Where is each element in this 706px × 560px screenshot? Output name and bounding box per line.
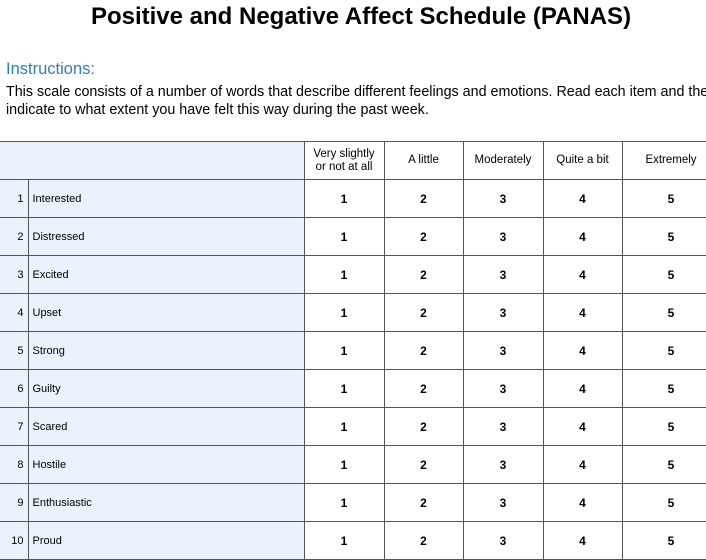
item-number: 8: [0, 445, 28, 484]
rating-option[interactable]: 5: [621, 407, 706, 446]
column-header-label: A little: [408, 154, 439, 166]
table-body: 1 Interested 1 2 3 4 5 2 Distressed 1 2 3 4 5 3 Excited…: [0, 179, 706, 560]
rating-option[interactable]: 3: [462, 483, 544, 522]
rating-option[interactable]: 3: [462, 255, 544, 294]
column-header-extremely: Extremely: [621, 141, 706, 180]
item-number: 2: [0, 217, 28, 256]
rating-option[interactable]: 2: [383, 407, 464, 446]
table-row: 4 Upset 1 2 3 4 5: [0, 293, 706, 332]
column-header-label: Moderately: [474, 154, 532, 166]
rating-option[interactable]: 3: [462, 293, 544, 332]
column-header-label: Quite a bit: [556, 154, 609, 166]
item-label: Guilty: [27, 369, 305, 408]
item-label: Proud: [27, 521, 305, 560]
rating-option[interactable]: 2: [383, 369, 464, 408]
rating-option[interactable]: 1: [303, 483, 385, 522]
rating-option[interactable]: 1: [303, 331, 385, 370]
item-number: 10: [0, 521, 28, 560]
table-row: 5 Strong 1 2 3 4 5: [0, 331, 706, 370]
table-row: 3 Excited 1 2 3 4 5: [0, 255, 706, 294]
header-item-cell: [28, 141, 305, 180]
rating-option[interactable]: 1: [303, 521, 385, 560]
rating-option[interactable]: 3: [462, 179, 544, 218]
item-label: Interested: [27, 179, 305, 218]
item-label: Upset: [27, 293, 305, 332]
table-row: 7 Scared 1 2 3 4 5: [0, 407, 706, 446]
item-number: 5: [0, 331, 28, 370]
instructions-heading: Instructions:: [6, 60, 95, 78]
item-label: Hostile: [27, 445, 305, 484]
column-header-a-little: A little: [383, 141, 464, 180]
rating-option[interactable]: 1: [303, 293, 385, 332]
rating-option[interactable]: 5: [621, 483, 706, 522]
rating-option[interactable]: 2: [383, 293, 464, 332]
rating-option[interactable]: 4: [542, 369, 623, 408]
item-number: 7: [0, 407, 28, 446]
item-label: Enthusiastic: [27, 483, 305, 522]
table-row: 8 Hostile 1 2 3 4 5: [0, 445, 706, 484]
column-header-moderately: Moderately: [462, 141, 544, 180]
rating-option[interactable]: 2: [383, 445, 464, 484]
rating-option[interactable]: 3: [462, 217, 544, 256]
rating-option[interactable]: 1: [303, 217, 385, 256]
rating-option[interactable]: 4: [542, 407, 623, 446]
column-header-line2: or not at all: [315, 160, 373, 173]
column-header-line1: Very slightly: [313, 147, 375, 160]
rating-option[interactable]: 2: [383, 331, 464, 370]
item-number: 3: [0, 255, 28, 294]
item-label: Excited: [27, 255, 305, 294]
rating-option[interactable]: 2: [383, 521, 464, 560]
rating-option[interactable]: 4: [542, 217, 623, 256]
rating-option[interactable]: 4: [542, 521, 623, 560]
table-row: 10 Proud 1 2 3 4 5: [0, 521, 706, 560]
table-header-row: Very slightly or not at all A little Mod…: [0, 141, 706, 180]
item-number: 9: [0, 483, 28, 522]
page-title: Positive and Negative Affect Schedule (P…: [90, 3, 632, 30]
rating-option[interactable]: 3: [462, 369, 544, 408]
table-row: 1 Interested 1 2 3 4 5: [0, 179, 706, 218]
rating-option[interactable]: 5: [621, 369, 706, 408]
item-label: Scared: [27, 407, 305, 446]
column-header-quite-a-bit: Quite a bit: [542, 141, 623, 180]
rating-option[interactable]: 5: [621, 217, 706, 256]
rating-option[interactable]: 2: [383, 179, 464, 218]
rating-option[interactable]: 4: [542, 445, 623, 484]
panas-table: Very slightly or not at all A little Mod…: [0, 141, 706, 560]
header-num-cell: [0, 141, 28, 180]
rating-option[interactable]: 5: [621, 445, 706, 484]
table-row: 2 Distressed 1 2 3 4 5: [0, 217, 706, 256]
rating-option[interactable]: 5: [621, 521, 706, 560]
rating-option[interactable]: 1: [303, 179, 385, 218]
table-row: 6 Guilty 1 2 3 4 5: [0, 369, 706, 408]
item-number: 4: [0, 293, 28, 332]
item-label: Strong: [27, 331, 305, 370]
rating-option[interactable]: 4: [542, 255, 623, 294]
item-number: 1: [0, 179, 28, 218]
rating-option[interactable]: 4: [542, 179, 623, 218]
rating-option[interactable]: 4: [542, 293, 623, 332]
rating-option[interactable]: 5: [621, 331, 706, 370]
rating-option[interactable]: 5: [621, 255, 706, 294]
item-number: 6: [0, 369, 28, 408]
rating-option[interactable]: 3: [462, 445, 544, 484]
rating-option[interactable]: 4: [542, 331, 623, 370]
table-row: 9 Enthusiastic 1 2 3 4 5: [0, 483, 706, 522]
rating-option[interactable]: 1: [303, 369, 385, 408]
rating-option[interactable]: 2: [383, 217, 464, 256]
rating-option[interactable]: 4: [542, 483, 623, 522]
column-header-label: Extremely: [645, 154, 697, 166]
instructions-text: This scale consists of a number of words…: [6, 84, 706, 118]
rating-option[interactable]: 1: [303, 255, 385, 294]
rating-option[interactable]: 5: [621, 293, 706, 332]
rating-option[interactable]: 3: [462, 407, 544, 446]
rating-option[interactable]: 3: [462, 331, 544, 370]
rating-option[interactable]: 1: [303, 445, 385, 484]
item-label: Distressed: [27, 217, 305, 256]
rating-option[interactable]: 2: [383, 255, 464, 294]
column-header-very-slightly: Very slightly or not at all: [303, 141, 385, 180]
rating-option[interactable]: 5: [621, 179, 706, 218]
rating-option[interactable]: 2: [383, 483, 464, 522]
rating-option[interactable]: 1: [303, 407, 385, 446]
rating-option[interactable]: 3: [462, 521, 544, 560]
